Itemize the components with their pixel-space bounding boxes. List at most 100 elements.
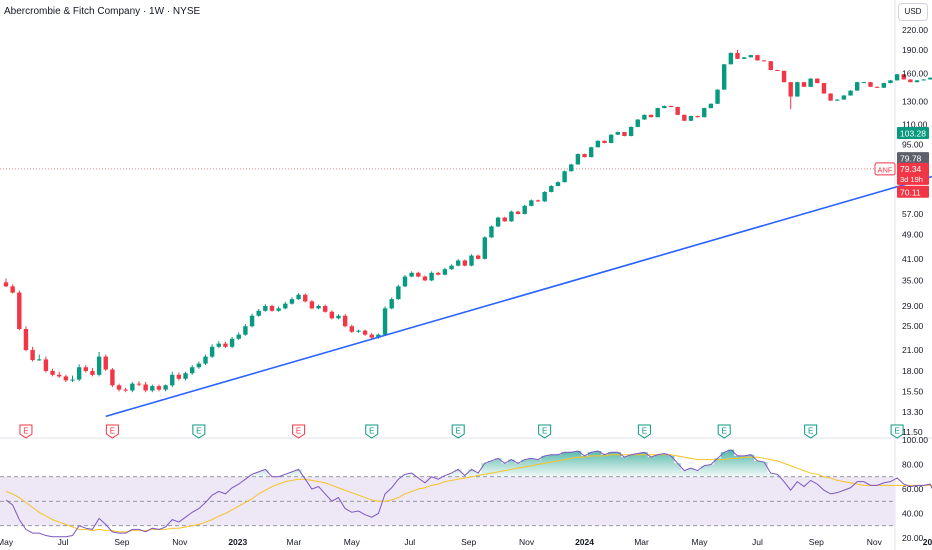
candle-body — [323, 306, 328, 312]
candle — [589, 146, 594, 158]
stop-price-tag-text: 70.11 — [900, 187, 921, 197]
candle-body — [50, 370, 55, 375]
candle — [748, 54, 753, 58]
candle — [382, 306, 388, 336]
candle — [542, 191, 547, 202]
candle-body — [176, 374, 182, 379]
earnings-label: E — [808, 427, 813, 436]
candle-body — [608, 134, 614, 143]
candle-body — [675, 107, 680, 115]
candle — [316, 304, 321, 310]
candle — [83, 365, 88, 373]
candle — [549, 185, 554, 193]
stop-price-tag-bg — [897, 185, 929, 198]
candle — [456, 259, 461, 267]
candle — [256, 308, 261, 317]
candle — [595, 140, 601, 148]
candle — [741, 57, 747, 60]
candle-body — [622, 132, 627, 137]
candle — [283, 301, 288, 310]
candle-body — [795, 82, 800, 97]
earnings-marker: E — [19, 424, 33, 439]
candle-body — [90, 370, 95, 375]
candle — [522, 204, 527, 215]
candle-body — [336, 315, 341, 319]
candle — [855, 81, 860, 91]
candle — [562, 170, 567, 183]
candle-body — [116, 385, 122, 390]
candle — [515, 210, 521, 215]
candle — [821, 82, 827, 94]
candle-body — [396, 286, 401, 300]
rsi-line — [5, 449, 932, 538]
time-axis-label: May — [344, 537, 361, 547]
candle — [196, 361, 202, 369]
earnings-marker-bg — [192, 424, 206, 439]
candle-body — [76, 367, 82, 380]
candle — [163, 384, 168, 392]
candle — [755, 54, 760, 61]
candle — [535, 199, 541, 202]
candle — [575, 153, 581, 165]
candle — [475, 254, 481, 260]
candle-body — [183, 373, 188, 379]
rsi-axis-label: 100.00 — [902, 435, 928, 445]
candle-body — [43, 359, 49, 371]
earnings-label: E — [894, 427, 899, 436]
candle — [688, 115, 694, 121]
candle — [323, 304, 328, 313]
candle-body — [615, 132, 620, 135]
price-axis-label: 49.00 — [902, 230, 924, 240]
candle-body — [57, 374, 62, 377]
candle — [928, 77, 932, 80]
candle-body — [642, 114, 647, 120]
candle-body — [303, 294, 308, 302]
candle-body — [103, 356, 108, 370]
candle-body — [10, 286, 15, 293]
candle-body — [741, 57, 747, 59]
target-price-tag-bg — [897, 127, 929, 140]
candle — [436, 271, 441, 276]
candle-body — [110, 369, 115, 386]
currency-selector[interactable]: USD — [898, 3, 928, 21]
candle-body — [429, 272, 434, 281]
candle-body — [861, 82, 867, 84]
rsi-axis-label: 20.00 — [902, 533, 924, 543]
symbol-tag-text: ANF — [878, 165, 893, 174]
candle-body — [409, 272, 414, 277]
candle-body — [735, 52, 740, 59]
candle — [136, 381, 142, 387]
candle — [635, 119, 640, 128]
candle — [156, 384, 162, 392]
earnings-label: E — [196, 427, 201, 436]
candle-body — [196, 363, 202, 368]
candle — [130, 382, 135, 393]
time-axis-label: 2025 — [923, 537, 932, 547]
candle-body — [309, 301, 315, 309]
candle — [668, 105, 674, 108]
candle — [788, 81, 793, 110]
price-axis-label: 110.00 — [902, 119, 928, 129]
candle-body — [416, 272, 421, 277]
candle-body — [329, 311, 335, 319]
candle-body — [589, 147, 594, 158]
candle-body — [269, 306, 275, 311]
earnings-marker: E — [292, 424, 306, 439]
bar-countdown-text: 3d 19h — [900, 175, 923, 184]
time-axis-label: Nov — [867, 537, 883, 547]
candle-body — [236, 334, 241, 339]
candle — [628, 126, 634, 137]
price-axis-label: 41.00 — [902, 254, 924, 264]
candle — [722, 64, 727, 90]
candle — [801, 81, 807, 87]
earnings-label: E — [110, 427, 115, 436]
candle-body — [37, 359, 42, 361]
candle — [203, 354, 208, 366]
earnings-marker-bg — [538, 424, 552, 439]
candle-body — [529, 200, 534, 206]
candle-body — [229, 338, 235, 347]
candle-body — [728, 52, 734, 65]
candle-body — [908, 79, 913, 83]
candle — [70, 375, 75, 383]
